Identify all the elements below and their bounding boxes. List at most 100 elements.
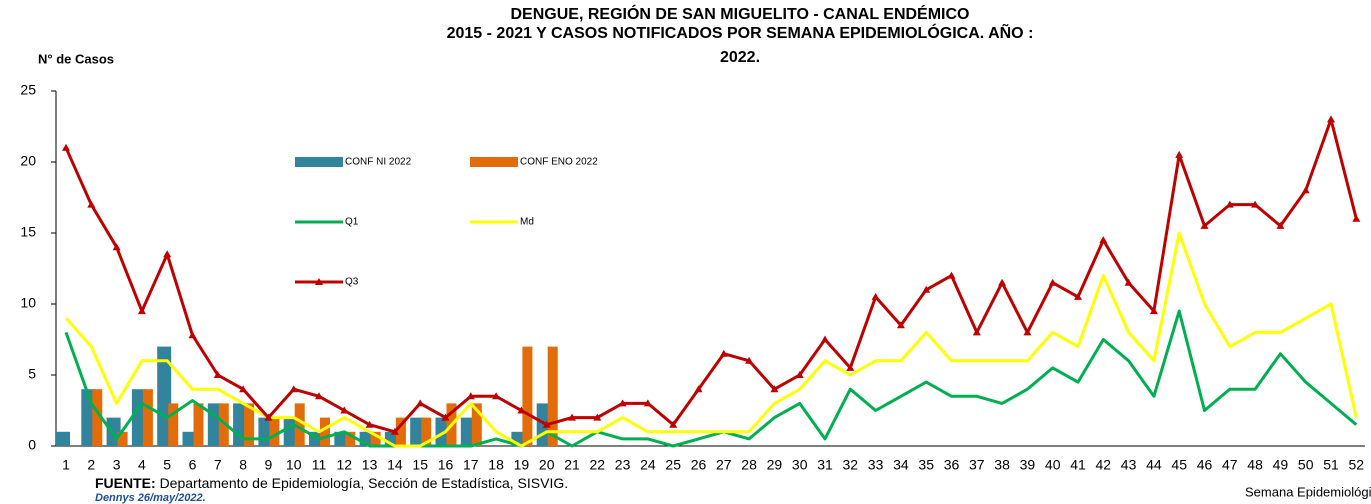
marker xyxy=(492,392,501,400)
marker xyxy=(1225,200,1234,208)
marker xyxy=(1276,221,1285,229)
x-tick-label: 24 xyxy=(640,457,656,473)
marker xyxy=(1327,115,1335,123)
marker xyxy=(466,392,475,400)
x-tick-label: 23 xyxy=(615,457,631,473)
marker xyxy=(87,200,96,208)
x-tick-label: 22 xyxy=(590,457,606,473)
bar xyxy=(421,417,432,446)
x-tick-label: 15 xyxy=(412,457,428,473)
x-tick-label: 13 xyxy=(362,457,378,473)
marker xyxy=(770,385,779,393)
marker xyxy=(1175,150,1184,158)
source-label: FUENTE: xyxy=(95,475,156,491)
marker xyxy=(618,399,627,407)
x-tick-label: 12 xyxy=(337,457,353,473)
marker xyxy=(795,371,804,378)
x-tick-label: 33 xyxy=(868,457,884,473)
marker xyxy=(416,399,425,407)
x-tick-label: 26 xyxy=(691,457,707,473)
chart-title: DENGUE, REGIÓN DE SAN MIGUELITO - CANAL … xyxy=(511,4,970,23)
x-tick-label: 35 xyxy=(918,457,934,473)
marker xyxy=(871,292,880,300)
x-tick-label: 5 xyxy=(163,457,171,473)
bar xyxy=(244,403,255,446)
x-tick-label: 49 xyxy=(1273,457,1289,473)
marker xyxy=(846,363,855,371)
y-tick-label: 10 xyxy=(20,295,36,311)
x-tick-label: 31 xyxy=(817,457,833,473)
x-tick-label: 28 xyxy=(741,457,757,473)
x-tick-label: 4 xyxy=(138,457,146,473)
legend-label: Q3 xyxy=(345,277,359,288)
marker xyxy=(390,427,399,435)
marker xyxy=(188,331,197,339)
marker xyxy=(517,406,526,414)
marker xyxy=(62,143,70,151)
marker xyxy=(365,420,374,428)
x-tick-label: 41 xyxy=(1070,457,1086,473)
x-tick-label: 18 xyxy=(488,457,504,473)
line xyxy=(64,309,1358,448)
marker xyxy=(315,392,323,400)
author: Dennys 26/may/2022. xyxy=(95,492,206,504)
marker xyxy=(264,413,273,421)
marker xyxy=(1124,278,1133,286)
marker xyxy=(568,413,576,421)
marker xyxy=(998,278,1007,286)
x-tick-label: 7 xyxy=(214,457,222,473)
y-tick-label: 0 xyxy=(28,437,36,453)
y-tick-label: 5 xyxy=(28,366,36,382)
x-tick-label: 19 xyxy=(514,457,530,473)
x-tick-label: 40 xyxy=(1045,457,1061,473)
x-tick-label: 3 xyxy=(113,457,121,473)
x-tick-label: 34 xyxy=(893,457,909,473)
x-tick-label: 44 xyxy=(1146,457,1162,473)
y-tick-label: 15 xyxy=(20,224,36,240)
legend-label: Md xyxy=(520,217,534,228)
marker xyxy=(1023,328,1032,336)
x-tick-label: 10 xyxy=(286,457,302,473)
marker xyxy=(922,285,931,293)
x-tick-label: 1 xyxy=(62,457,70,473)
y-axis-label: N° de Casos xyxy=(38,51,114,66)
bar xyxy=(410,417,425,446)
bar xyxy=(345,431,356,446)
marker xyxy=(593,413,602,421)
x-tick-label: 20 xyxy=(539,457,555,473)
x-tick-label: 30 xyxy=(792,457,808,473)
marker xyxy=(112,243,121,251)
x-tick-label: 9 xyxy=(265,457,273,473)
bar xyxy=(218,403,229,446)
x-tick-label: 50 xyxy=(1298,457,1314,473)
y-tick-label: 20 xyxy=(20,153,36,169)
x-tick-label: 42 xyxy=(1096,457,1112,473)
bar xyxy=(320,417,330,446)
legend-swatch xyxy=(295,157,343,167)
marker xyxy=(137,307,146,315)
marker xyxy=(947,271,956,279)
x-tick-label: 8 xyxy=(239,457,247,473)
marker xyxy=(1074,292,1082,300)
marker xyxy=(694,385,703,393)
x-tick-label: 14 xyxy=(387,457,403,473)
bar xyxy=(395,417,406,446)
x-axis-label: Semana Epidemiológica xyxy=(1245,484,1371,499)
bar xyxy=(334,431,349,446)
x-tick-label: 16 xyxy=(438,457,454,473)
x-tick-label: 39 xyxy=(1020,457,1036,473)
x-tick-label: 21 xyxy=(564,457,580,473)
marker xyxy=(821,335,829,343)
marker xyxy=(239,385,248,393)
x-tick-label: 27 xyxy=(716,457,732,473)
bar xyxy=(157,346,172,446)
legend-marker xyxy=(315,278,323,285)
bar xyxy=(522,346,533,446)
marker xyxy=(669,420,678,428)
bar xyxy=(56,431,70,446)
line xyxy=(64,117,1358,434)
marker xyxy=(1099,236,1108,244)
bar xyxy=(92,389,103,446)
x-tick-label: 36 xyxy=(944,457,960,473)
source-text: Departamento de Epidemiología, Sección d… xyxy=(160,475,569,491)
